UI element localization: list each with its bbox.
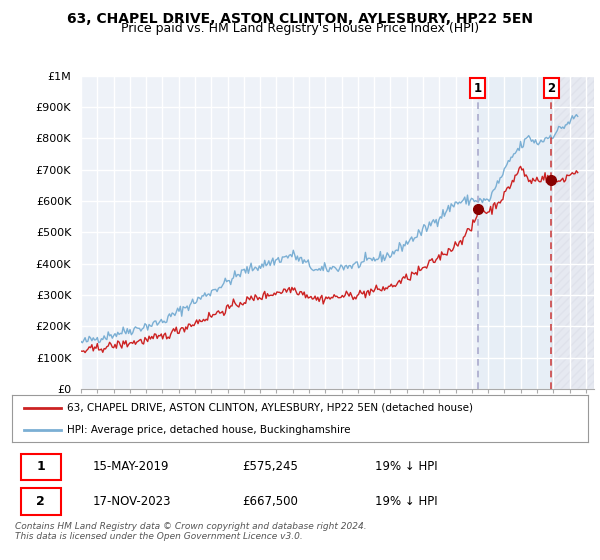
Text: 1: 1 <box>474 82 482 95</box>
Text: 63, CHAPEL DRIVE, ASTON CLINTON, AYLESBURY, HP22 5EN: 63, CHAPEL DRIVE, ASTON CLINTON, AYLESBU… <box>67 12 533 26</box>
Text: 19% ↓ HPI: 19% ↓ HPI <box>375 494 437 508</box>
FancyBboxPatch shape <box>20 454 61 480</box>
Text: 2: 2 <box>547 82 556 95</box>
Text: Contains HM Land Registry data © Crown copyright and database right 2024.
This d: Contains HM Land Registry data © Crown c… <box>15 522 367 542</box>
Bar <box>551 76 594 389</box>
Text: £667,500: £667,500 <box>242 494 298 508</box>
Text: 17-NOV-2023: 17-NOV-2023 <box>92 494 171 508</box>
Text: Price paid vs. HM Land Registry's House Price Index (HPI): Price paid vs. HM Land Registry's House … <box>121 22 479 35</box>
Text: HPI: Average price, detached house, Buckinghamshire: HPI: Average price, detached house, Buck… <box>67 424 350 435</box>
Text: 63, CHAPEL DRIVE, ASTON CLINTON, AYLESBURY, HP22 5EN (detached house): 63, CHAPEL DRIVE, ASTON CLINTON, AYLESBU… <box>67 403 473 413</box>
Bar <box>478 76 551 389</box>
Text: 19% ↓ HPI: 19% ↓ HPI <box>375 460 437 473</box>
FancyBboxPatch shape <box>20 488 61 515</box>
Text: 1: 1 <box>37 460 45 473</box>
Text: 15-MAY-2019: 15-MAY-2019 <box>92 460 169 473</box>
Text: £575,245: £575,245 <box>242 460 298 473</box>
Text: 2: 2 <box>37 494 45 508</box>
